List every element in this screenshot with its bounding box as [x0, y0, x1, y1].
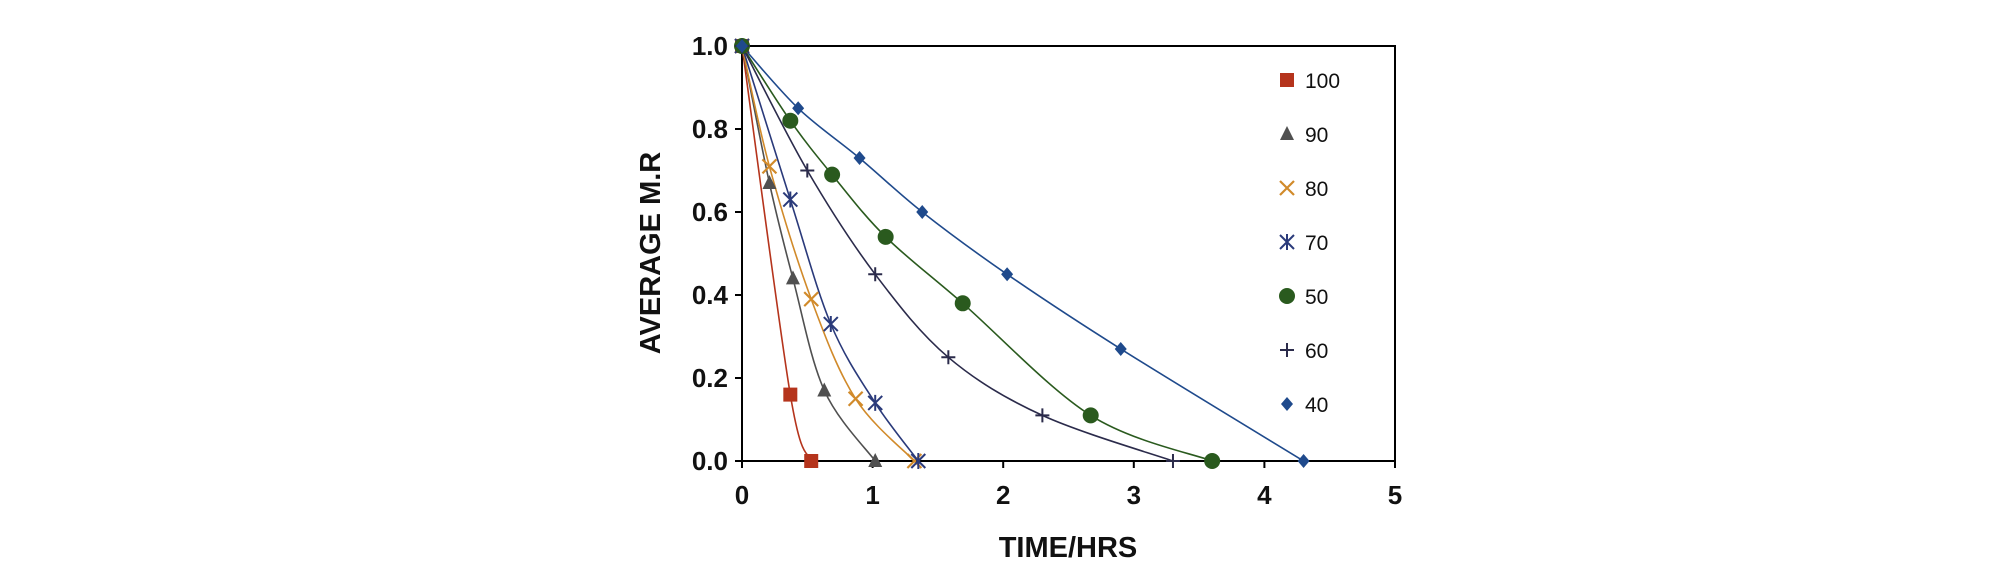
y-tick-label: 0.6: [692, 197, 728, 227]
x-tick-label: 0: [735, 480, 749, 510]
legend-marker-50: [1279, 288, 1295, 304]
plot-frame: [741, 45, 1396, 462]
x-tick-label: 1: [865, 480, 879, 510]
y-tick-label: 0.4: [692, 280, 729, 310]
legend-marker-70: [1279, 234, 1295, 250]
fit-curves: [741, 45, 1305, 462]
data-markers: [734, 38, 1310, 469]
data-point-50: [1082, 407, 1099, 424]
x-tick-label: 2: [996, 480, 1010, 510]
legend-label-100: 100: [1305, 70, 1340, 93]
data-point-100: [804, 454, 819, 468]
legend-label-70: 70: [1305, 232, 1328, 255]
data-point-40: [1001, 267, 1014, 282]
data-point-40: [1297, 454, 1310, 468]
data-point-70: [910, 453, 927, 469]
y-tick-label: 0.0: [692, 446, 728, 476]
legend-marker-40: [1281, 397, 1293, 411]
legend-label-80: 80: [1305, 178, 1328, 201]
data-point-60: [868, 267, 883, 282]
data-point-70: [782, 191, 799, 208]
data-point-40: [853, 151, 866, 166]
y-tick-label: 1.0: [692, 31, 728, 61]
data-point-50: [877, 228, 894, 245]
data-point-60: [1035, 408, 1050, 423]
data-point-60: [800, 163, 815, 178]
data-point-90: [868, 453, 883, 467]
data-point-50: [782, 112, 799, 129]
x-tick-label: 5: [1388, 480, 1402, 510]
data-point-80: [761, 158, 778, 175]
data-point-40: [736, 39, 748, 53]
legend-marker-60: [1280, 343, 1294, 357]
legend: 100 90 80 70 50 60 40: [1279, 70, 1340, 417]
y-tick-label: 0.2: [692, 363, 728, 393]
data-point-90: [762, 174, 777, 189]
y-axis-ticks: 0.0 0.2 0.4 0.6 0.8 1.0: [692, 31, 742, 476]
legend-label-60: 60: [1305, 340, 1328, 363]
fit-curve-100: [741, 45, 812, 462]
legend-marker-90: [1280, 126, 1294, 140]
x-axis-ticks: 0 1 2 3 4 5: [735, 461, 1402, 510]
x-tick-label: 4: [1257, 480, 1272, 510]
fit-curve-80: [741, 45, 915, 462]
y-axis-title: AVERAGE M.R: [635, 152, 667, 355]
data-point-40: [1114, 341, 1127, 356]
legend-label-50: 50: [1305, 286, 1328, 309]
fit-curve-40: [741, 45, 1305, 462]
fit-curve-60: [741, 45, 1174, 462]
data-point-50: [824, 166, 841, 183]
x-tick-label: 3: [1127, 480, 1141, 510]
data-point-50: [1204, 453, 1221, 469]
data-point-100: [783, 387, 798, 402]
data-point-90: [817, 382, 832, 397]
data-point-40: [792, 101, 805, 116]
legend-label-90: 90: [1305, 124, 1328, 147]
data-point-90: [785, 270, 800, 285]
data-point-60: [1165, 454, 1180, 468]
data-point-40: [916, 205, 929, 219]
data-point-80: [803, 291, 819, 307]
legend-marker-100: [1280, 73, 1294, 87]
x-axis-title: TIME/HRS: [999, 532, 1138, 564]
data-point-70: [867, 394, 883, 411]
fit-curve-70: [741, 45, 919, 462]
data-point-80: [847, 390, 864, 407]
data-point-50: [954, 295, 971, 312]
y-tick-label: 0.8: [692, 114, 728, 144]
legend-marker-80: [1279, 180, 1295, 196]
legend-label-40: 40: [1305, 394, 1328, 417]
data-point-70: [823, 316, 839, 333]
data-point-60: [941, 350, 956, 365]
